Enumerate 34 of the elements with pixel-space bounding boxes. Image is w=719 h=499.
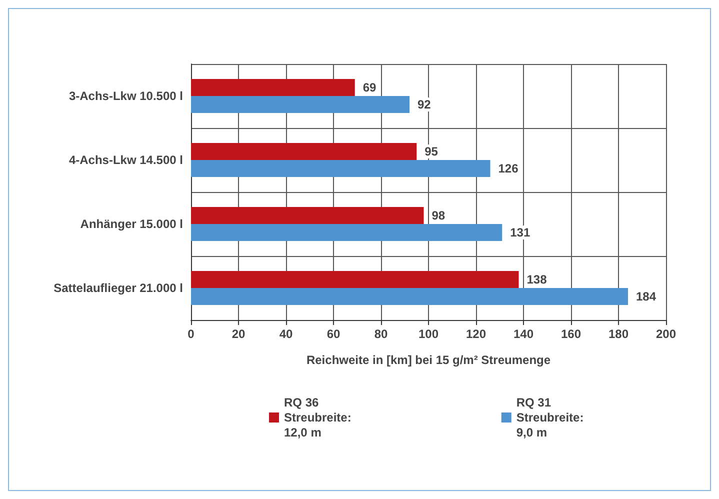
data-label: 92: [418, 98, 432, 112]
data-label: 95: [424, 144, 438, 158]
data-label: 138: [526, 272, 548, 286]
x-tick-label: 40: [279, 327, 293, 341]
x-tick-label: 100: [418, 327, 439, 341]
bar: [191, 79, 355, 96]
x-tick-label: 180: [608, 327, 629, 341]
data-label: 69: [362, 80, 377, 94]
data-label: 184: [636, 290, 656, 304]
x-tick-label: 0: [188, 327, 195, 341]
data-label: 126: [498, 162, 519, 176]
y-tick-label: 3-Achs-Lkw 10.500 l: [68, 89, 183, 103]
bar: [191, 96, 410, 113]
x-tick-label: 20: [232, 327, 246, 341]
y-tick-label: Sattelauflieger 21.000 l: [54, 281, 183, 295]
x-tick-label: 200: [656, 327, 676, 341]
data-label: 98: [432, 208, 446, 222]
bar: [191, 288, 628, 305]
x-tick-label: 120: [466, 327, 486, 341]
bar: [191, 160, 490, 177]
x-tick-label: 140: [513, 327, 534, 341]
x-tick-label: 80: [374, 327, 388, 341]
y-tick-label: Anhänger 15.000 l: [80, 217, 183, 231]
bar: [191, 143, 417, 160]
x-tick-label: 60: [326, 327, 340, 341]
bar: [191, 271, 519, 288]
bar: [191, 224, 502, 241]
bar: [191, 207, 424, 224]
x-tick-label: 160: [560, 327, 582, 341]
legend-label: RQ 36 Streubreite: 12,0 m: [284, 396, 352, 440]
y-tick-label: 4-Achs-Lkw 14.500 l: [68, 153, 183, 167]
legend-label: RQ 31 Streubreite: 9,0 m: [516, 396, 584, 440]
x-axis-title: Reichweite in [km] bei 15 g/m² Streumenge: [306, 353, 551, 367]
data-label: 131: [510, 226, 530, 240]
